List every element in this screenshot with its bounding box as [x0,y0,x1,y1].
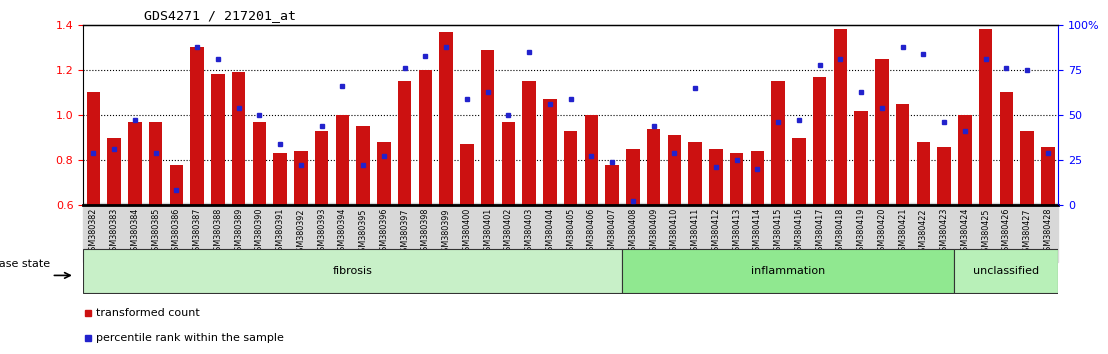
Bar [295,151,308,205]
FancyBboxPatch shape [83,249,623,293]
FancyBboxPatch shape [954,249,1058,293]
Bar [274,153,287,205]
Text: unclassified: unclassified [973,266,1039,276]
Bar [129,122,142,205]
Bar [668,135,681,205]
Bar [626,149,639,205]
Bar [958,115,972,205]
Bar [895,104,910,205]
Bar [191,47,204,205]
Bar [502,122,515,205]
Bar [1020,131,1034,205]
Bar [875,59,889,205]
Bar [564,131,577,205]
Bar [86,92,100,205]
Bar [709,149,722,205]
Text: percentile rank within the sample: percentile rank within the sample [96,333,285,343]
Bar [771,81,784,205]
Bar [232,72,246,205]
Bar [212,74,225,205]
Bar [357,126,370,205]
Bar [999,92,1013,205]
Bar [647,129,660,205]
Bar [1042,147,1055,205]
Bar [315,131,328,205]
Bar [937,147,951,205]
Bar [440,32,453,205]
FancyBboxPatch shape [623,249,954,293]
Bar [460,144,473,205]
Bar [336,115,349,205]
Bar [730,153,743,205]
Bar [585,115,598,205]
Bar [833,29,847,205]
Bar [605,165,619,205]
Bar [688,142,701,205]
Bar [978,29,993,205]
Bar [398,81,411,205]
Bar [522,81,536,205]
Bar [813,77,827,205]
Bar [107,138,121,205]
Bar [481,50,494,205]
Bar [170,165,183,205]
Bar [419,70,432,205]
Bar [253,122,266,205]
Bar [377,142,391,205]
Text: GDS4271 / 217201_at: GDS4271 / 217201_at [144,9,296,22]
Text: inflammation: inflammation [751,266,825,276]
Bar [854,110,868,205]
Bar [543,99,556,205]
Text: fibrosis: fibrosis [332,266,372,276]
Bar [148,122,163,205]
Bar [750,151,765,205]
Text: transformed count: transformed count [96,308,201,318]
Bar [792,138,806,205]
Text: disease state: disease state [0,259,50,269]
Bar [916,142,930,205]
